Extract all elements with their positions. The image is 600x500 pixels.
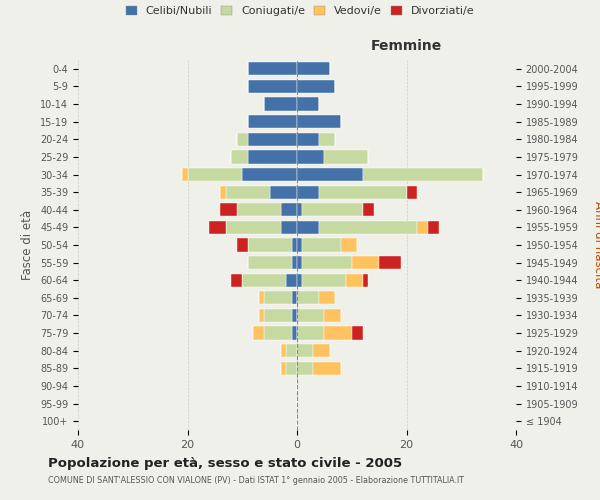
Text: Femmine: Femmine: [371, 38, 442, 52]
Bar: [319, 221, 418, 234]
Bar: [418, 221, 428, 234]
Bar: [232, 274, 242, 287]
Bar: [352, 326, 362, 340]
Bar: [297, 256, 302, 269]
Bar: [297, 291, 319, 304]
Bar: [286, 344, 297, 358]
Bar: [302, 256, 352, 269]
Bar: [281, 221, 297, 234]
Bar: [319, 186, 407, 198]
Bar: [264, 98, 297, 110]
Bar: [297, 238, 302, 252]
Bar: [362, 168, 483, 181]
Y-axis label: Fasce di età: Fasce di età: [22, 210, 34, 280]
Bar: [362, 274, 368, 287]
Bar: [232, 150, 248, 164]
Bar: [297, 150, 325, 164]
Bar: [292, 256, 297, 269]
Bar: [302, 238, 341, 252]
Bar: [297, 221, 319, 234]
Bar: [297, 309, 325, 322]
Bar: [319, 132, 335, 146]
Bar: [346, 274, 362, 287]
Bar: [259, 291, 264, 304]
Bar: [182, 168, 187, 181]
Bar: [362, 203, 374, 216]
Bar: [297, 98, 319, 110]
Bar: [313, 362, 341, 375]
Bar: [297, 362, 313, 375]
Bar: [237, 238, 248, 252]
Bar: [292, 291, 297, 304]
Bar: [341, 238, 357, 252]
Bar: [286, 362, 297, 375]
Bar: [248, 238, 292, 252]
Text: COMUNE DI SANT'ALESSIO CON VIALONE (PV) - Dati ISTAT 1° gennaio 2005 - Elaborazi: COMUNE DI SANT'ALESSIO CON VIALONE (PV) …: [48, 476, 464, 485]
Bar: [297, 168, 362, 181]
Bar: [220, 186, 226, 198]
Text: Popolazione per età, sesso e stato civile - 2005: Popolazione per età, sesso e stato civil…: [48, 458, 402, 470]
Bar: [297, 326, 325, 340]
Bar: [379, 256, 401, 269]
Bar: [297, 115, 341, 128]
Bar: [286, 274, 297, 287]
Bar: [248, 115, 297, 128]
Bar: [319, 291, 335, 304]
Bar: [428, 221, 439, 234]
Bar: [248, 62, 297, 76]
Bar: [407, 186, 418, 198]
Y-axis label: Anni di nascita: Anni di nascita: [592, 202, 600, 288]
Bar: [297, 344, 313, 358]
Bar: [269, 186, 297, 198]
Bar: [325, 309, 341, 322]
Bar: [264, 309, 292, 322]
Bar: [281, 203, 297, 216]
Bar: [264, 291, 292, 304]
Bar: [226, 221, 281, 234]
Bar: [242, 274, 286, 287]
Legend: Celibi/Nubili, Coniugati/e, Vedovi/e, Divorziati/e: Celibi/Nubili, Coniugati/e, Vedovi/e, Di…: [125, 6, 475, 16]
Bar: [237, 132, 248, 146]
Bar: [325, 326, 352, 340]
Bar: [281, 362, 286, 375]
Bar: [264, 326, 292, 340]
Bar: [220, 203, 237, 216]
Bar: [242, 168, 297, 181]
Bar: [248, 150, 297, 164]
Bar: [313, 344, 330, 358]
Bar: [292, 238, 297, 252]
Bar: [302, 203, 363, 216]
Bar: [209, 221, 226, 234]
Bar: [297, 186, 319, 198]
Bar: [248, 256, 292, 269]
Bar: [253, 326, 264, 340]
Bar: [302, 274, 346, 287]
Bar: [248, 80, 297, 93]
Bar: [297, 203, 302, 216]
Bar: [259, 309, 264, 322]
Bar: [325, 150, 368, 164]
Bar: [237, 203, 281, 216]
Bar: [297, 132, 319, 146]
Bar: [226, 186, 269, 198]
Bar: [281, 344, 286, 358]
Bar: [292, 309, 297, 322]
Bar: [292, 326, 297, 340]
Bar: [352, 256, 379, 269]
Bar: [297, 62, 330, 76]
Bar: [187, 168, 242, 181]
Bar: [297, 80, 335, 93]
Bar: [297, 274, 302, 287]
Bar: [248, 132, 297, 146]
